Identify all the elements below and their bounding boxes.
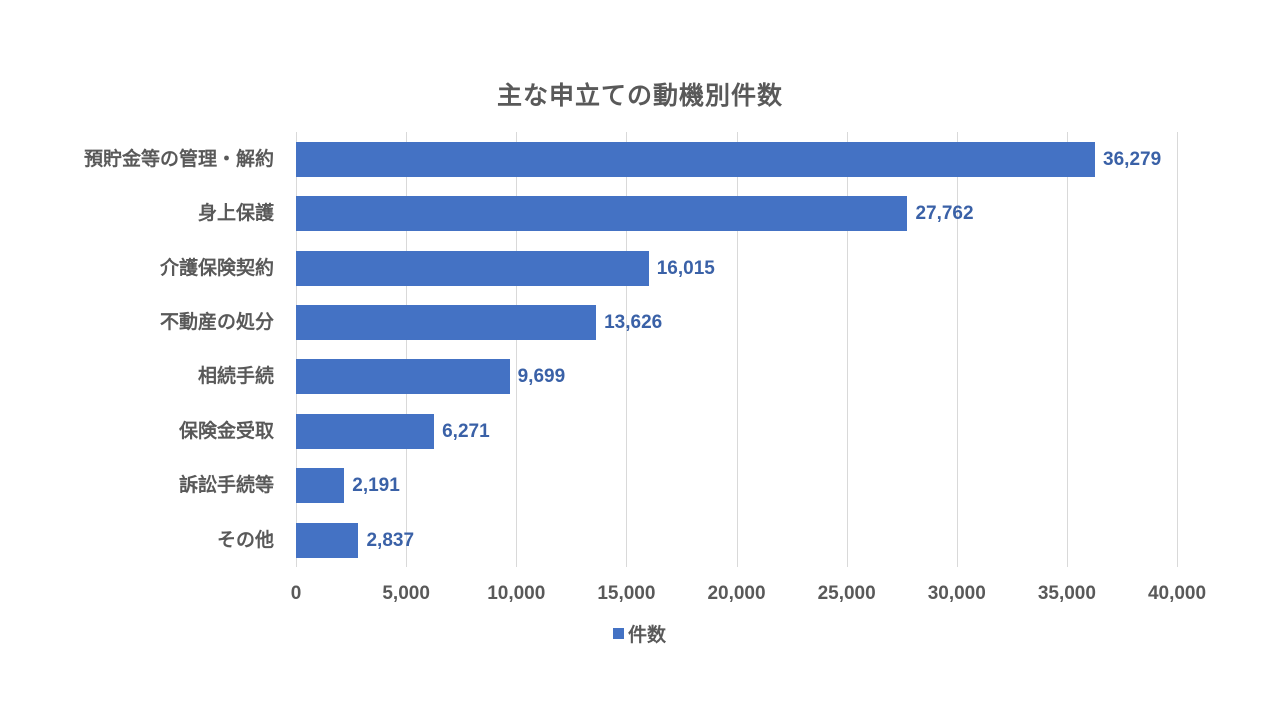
x-tick-label: 40,000 [1147, 583, 1207, 604]
category-label: 不動産の処分 [159, 310, 274, 333]
x-tick-label: 15,000 [597, 583, 656, 604]
data-label: 2,837 [366, 529, 415, 551]
chart-title: 主な申立ての動機別件数 [496, 81, 783, 110]
category-label: 介護保険契約 [159, 256, 274, 279]
x-tick-label: 0 [290, 583, 302, 604]
bar [296, 304, 597, 340]
data-label: 2,191 [352, 475, 400, 497]
x-tick-label: 35,000 [1037, 583, 1096, 604]
data-label: 9,699 [517, 366, 566, 388]
bar [296, 359, 510, 395]
data-label: 27,762 [915, 203, 974, 225]
data-label: 36,279 [1103, 148, 1162, 170]
x-tick-label: 30,000 [927, 583, 986, 604]
legend-swatch [613, 628, 624, 639]
data-label: 13,626 [604, 311, 663, 333]
gridline [626, 132, 628, 567]
category-label: 預貯金等の管理・解約 [83, 147, 274, 170]
gridline [956, 132, 958, 567]
category-label: その他 [216, 528, 274, 551]
bar [296, 141, 1096, 177]
category-label: 相続手続 [197, 365, 274, 388]
gridline [516, 132, 518, 567]
x-tick-label: 25,000 [817, 583, 876, 604]
data-label: 16,015 [656, 257, 715, 279]
bar [296, 468, 345, 504]
category-label: 訴訟手続等 [178, 474, 274, 497]
gridline [1177, 132, 1178, 567]
data-label: 6,271 [442, 420, 490, 442]
legend: 件数 [613, 620, 666, 647]
bar [296, 196, 908, 232]
gridline [1066, 132, 1068, 567]
y-axis-line [296, 132, 297, 567]
bar [296, 522, 359, 558]
x-tick-label: 20,000 [707, 583, 766, 604]
category-label: 保険金受取 [178, 419, 274, 442]
x-tick-label: 10,000 [487, 583, 546, 604]
gridline [846, 132, 848, 567]
category-label: 身上保護 [197, 202, 274, 225]
bar [296, 413, 435, 449]
gridline [406, 132, 408, 567]
legend-label: 件数 [628, 624, 667, 646]
bar [296, 250, 649, 286]
x-tick-label: 5,000 [382, 583, 430, 604]
gridline [736, 132, 738, 567]
plot-area: 36,279 27,762 16,015 13,626 9,699 6,271 2,191 2… [296, 132, 1178, 567]
